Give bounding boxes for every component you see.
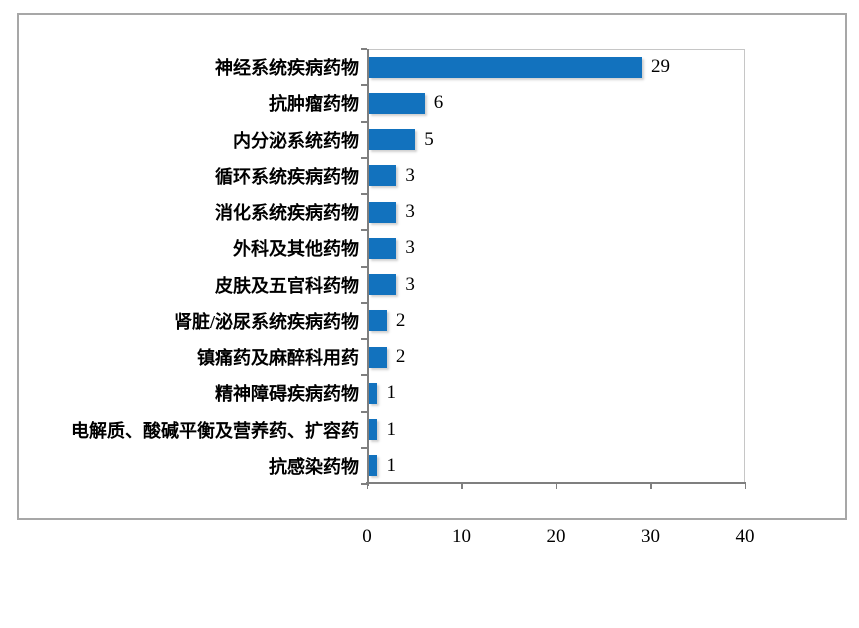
category-axis-tick <box>361 411 367 413</box>
category-axis-line <box>367 49 369 486</box>
bar-data-label: 3 <box>405 273 415 295</box>
plot-border-right <box>744 49 745 484</box>
x-axis-labels: 0 10 20 30 40 <box>362 526 754 550</box>
bar <box>369 455 378 477</box>
category-labels: 神经系统疾病药物抗肿瘤药物内分泌系统药物循环系统疾病药物 消化系统疾病药物外科及其… <box>19 49 359 484</box>
category-axis-tick <box>361 483 367 485</box>
bar-data-label: 1 <box>386 418 396 440</box>
category-label: 消化系统疾病药物 <box>215 203 359 224</box>
category-axis-tick <box>361 193 367 195</box>
category-label: 皮肤及五官科药物 <box>215 275 359 296</box>
x-tick-label: 10 <box>452 526 471 547</box>
bar-data-label: 2 <box>395 346 406 368</box>
bar <box>369 237 397 259</box>
x-tick-label: 30 <box>641 526 660 547</box>
x-tick-label: 0 <box>362 526 372 547</box>
x-tick-label: 20 <box>546 526 566 547</box>
category-label: 电解质、酸碱平衡及营养药、扩容药 <box>71 420 359 441</box>
category-label: 外科及其他药物 <box>233 239 359 260</box>
bar <box>369 201 397 223</box>
category-axis-tick <box>361 447 367 449</box>
value-axis-tick <box>366 484 368 489</box>
bar <box>369 310 387 332</box>
bar <box>369 165 397 187</box>
category-label: 内分泌系统药物 <box>233 130 359 151</box>
value-axis-line <box>366 482 746 484</box>
bar-data-label: 5 <box>424 128 434 150</box>
bar-data-label: 1 <box>386 382 396 404</box>
chart-frame: 神经系统疾病药物抗肿瘤药物内分泌系统药物循环系统疾病药物 消化系统疾病药物外科及其… <box>17 13 847 547</box>
value-axis-tick <box>555 484 557 489</box>
category-label: 抗肿瘤药物 <box>269 94 359 115</box>
bar <box>369 346 387 368</box>
category-axis-tick <box>361 121 367 123</box>
bar-data-label: 2 <box>395 309 406 331</box>
category-axis-tick <box>361 229 367 231</box>
bar <box>369 419 378 441</box>
category-axis-tick <box>361 374 367 376</box>
bar-data-label: 3 <box>405 164 415 186</box>
category-axis-tick <box>361 157 367 159</box>
bar-data-label: 3 <box>405 237 415 259</box>
category-label: 循环系统疾病药物 <box>215 166 359 187</box>
figure-caption: 图 31 2020 年至 2024 年建议批准“鼓励研发申报儿童药品清单”内药品… <box>0 544 859 628</box>
value-axis-tick <box>461 484 463 489</box>
category-axis-tick <box>361 48 367 50</box>
bar <box>369 56 643 78</box>
bar <box>369 382 378 404</box>
bar <box>369 274 397 296</box>
bar-data-label: 6 <box>433 92 444 114</box>
category-axis-tick <box>361 302 367 304</box>
plot-border-top <box>367 49 745 50</box>
category-label: 精神障碍疾病药物 <box>215 384 359 405</box>
bar-data-label: 3 <box>405 201 415 223</box>
value-axis-tick <box>744 484 746 489</box>
category-label: 肾脏/泌尿系统疾病药物 <box>174 311 359 332</box>
bar <box>369 129 416 151</box>
category-label: 神经系统疾病药物 <box>215 58 359 79</box>
plot-area: 29 6 5 3 3 3 3 2 2 1 1 1 <box>361 48 746 489</box>
category-label: 抗感染药物 <box>269 456 359 477</box>
x-tick-label: 40 <box>735 526 755 547</box>
bar <box>369 92 425 114</box>
category-label: 镇痛药及麻醉科用药 <box>197 348 359 369</box>
bar-data-label: 29 <box>651 56 671 78</box>
category-axis-tick <box>361 338 367 340</box>
category-axis-tick <box>361 266 367 268</box>
value-axis-tick <box>650 484 652 489</box>
category-axis-tick <box>361 84 367 86</box>
bar-data-label: 1 <box>386 454 396 476</box>
